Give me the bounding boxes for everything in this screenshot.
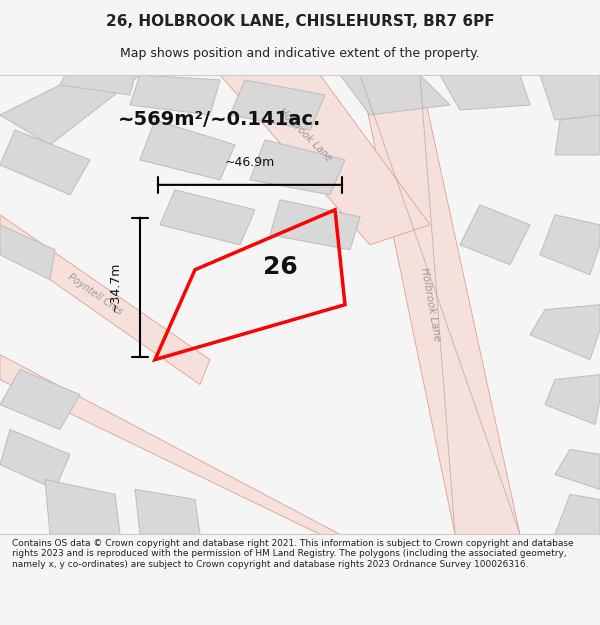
Polygon shape <box>540 215 600 275</box>
Polygon shape <box>0 215 210 384</box>
Polygon shape <box>555 449 600 489</box>
Text: Map shows position and indicative extent of the property.: Map shows position and indicative extent… <box>120 48 480 61</box>
Polygon shape <box>440 75 530 110</box>
Polygon shape <box>555 115 600 155</box>
Polygon shape <box>220 75 430 245</box>
Text: Holbrook Lane: Holbrook Lane <box>277 106 334 163</box>
Text: 26: 26 <box>263 255 298 279</box>
Polygon shape <box>230 80 325 130</box>
Polygon shape <box>360 75 520 534</box>
Text: 26, HOLBROOK LANE, CHISLEHURST, BR7 6PF: 26, HOLBROOK LANE, CHISLEHURST, BR7 6PF <box>106 14 494 29</box>
Polygon shape <box>130 75 220 115</box>
Polygon shape <box>0 354 340 534</box>
Polygon shape <box>270 200 360 250</box>
Polygon shape <box>530 304 600 359</box>
Polygon shape <box>250 140 345 195</box>
Polygon shape <box>160 190 255 245</box>
Text: ~46.9m: ~46.9m <box>225 156 275 169</box>
Polygon shape <box>340 75 450 115</box>
Text: Holbrook Lane: Holbrook Lane <box>419 267 442 342</box>
Text: Contains OS data © Crown copyright and database right 2021. This information is : Contains OS data © Crown copyright and d… <box>12 539 574 569</box>
Polygon shape <box>0 75 140 145</box>
Polygon shape <box>0 429 70 489</box>
Polygon shape <box>0 130 90 195</box>
Polygon shape <box>555 494 600 534</box>
Polygon shape <box>135 489 200 534</box>
Polygon shape <box>460 205 530 265</box>
Text: Poyntell Cres: Poyntell Cres <box>66 272 124 317</box>
Text: ~569m²/~0.141ac.: ~569m²/~0.141ac. <box>118 111 322 129</box>
Polygon shape <box>140 120 235 180</box>
Polygon shape <box>540 75 600 120</box>
Polygon shape <box>60 75 135 95</box>
Polygon shape <box>0 369 80 429</box>
Polygon shape <box>545 374 600 424</box>
Polygon shape <box>0 225 55 280</box>
Text: ~34.7m: ~34.7m <box>109 262 121 312</box>
Polygon shape <box>45 479 120 534</box>
